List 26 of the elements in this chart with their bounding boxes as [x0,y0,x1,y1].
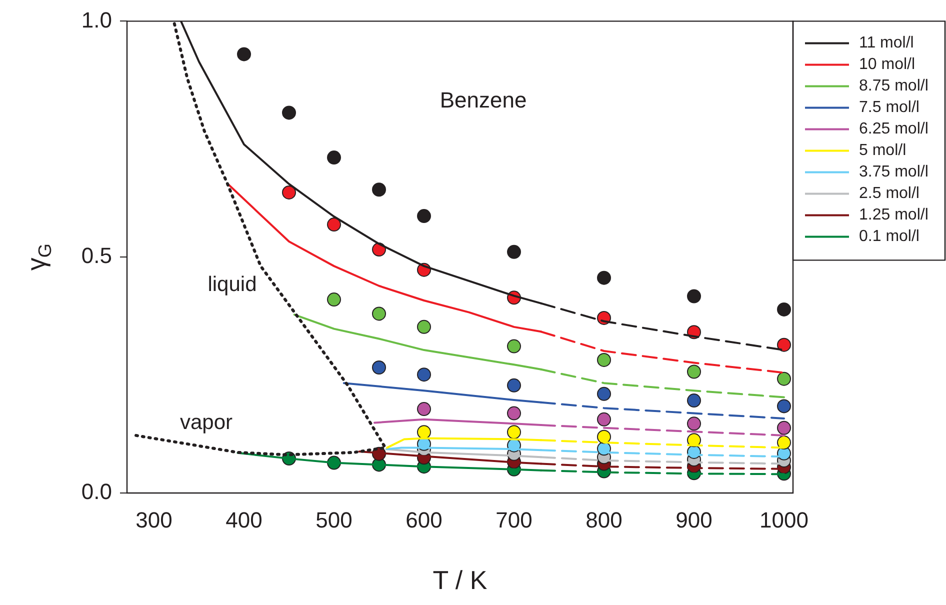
legend-label: 0.1 mol/l [859,228,920,246]
y-tick-label: 0.5 [81,243,112,268]
legend-label: 3.75 mol/l [859,164,928,181]
y-tick-label: 0.0 [81,479,112,504]
annotation: liquid [208,273,257,296]
y-axis-title: γG [21,244,55,271]
legend-label: 11 mol/l [859,34,914,52]
x-tick-label: 600 [406,507,442,532]
legend-label: 2.5 mol/l [859,185,920,202]
annotation: vapor [180,410,233,434]
x-axis-title: T / K [432,565,488,596]
legend-label: 5 mol/l [859,142,906,160]
legend-label: 6.25 mol/l [859,120,928,138]
legend-label: 1.25 mol/l [859,206,928,224]
text: Benzene [440,87,527,112]
x-tick-label: 400 [226,507,262,532]
x-tick-label: 900 [676,507,712,532]
legend-label: 10 mol/l [859,56,916,74]
legend-label: 8.75 mol/l [859,78,928,95]
x-tick-label: 500 [316,507,352,532]
x-tick-label: 300 [136,507,172,532]
x-tick-label: 1000 [760,507,808,532]
y-tick-label: 1.0 [81,7,112,32]
x-tick-label: 700 [496,507,532,532]
legend-label: 7.5 mol/l [859,99,920,116]
x-tick-label: 800 [586,507,622,532]
